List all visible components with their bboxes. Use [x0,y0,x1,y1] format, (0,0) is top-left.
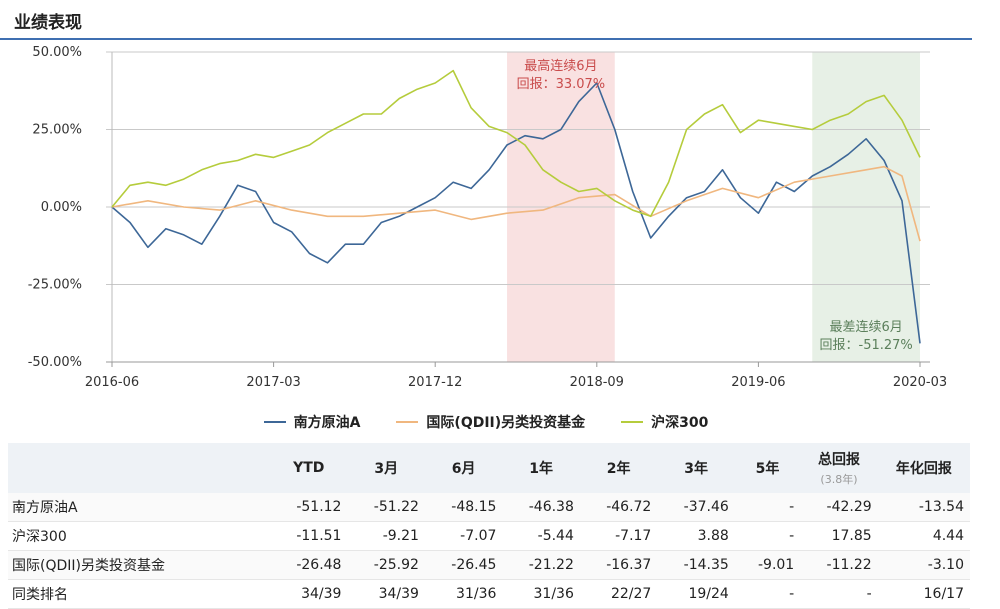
table-cell: -26.48 [270,550,348,580]
table-cell: -46.38 [502,493,580,522]
table-cell: -11.22 [800,550,878,580]
table-cell: -14.35 [657,550,735,580]
row-label: 国际(QDII)另类投资基金 [8,550,270,580]
table-row: 南方原油A -51.12 -51.22 -48.15 -46.38 -46.72 -37.4… [8,493,970,522]
y-tick-label: -50.00% [28,355,82,370]
chart-area: 50.00% 25.00% 0.00% -25.00% -50.00% 2016-06 20… [0,40,972,440]
performance-chart: 50.00% 25.00% 0.00% -25.00% -50.00%2016-06 20… [28,45,947,390]
legend: 南方原油A 国际(QDII)另类投资基金 沪深300 [0,410,972,434]
table-cell: -42.29 [800,493,878,522]
table-cell: -51.22 [347,493,425,522]
table-cell: -7.07 [424,521,503,551]
table-cell: -25.92 [347,550,425,580]
table-cell: -5.44 [502,521,580,551]
legend-item-category[interactable]: 国际(QDII)另类投资基金 [396,412,585,432]
table-header-row: YTD 3月 6月 1年 2年 3年 5年 总回报 (3.8年) 年化回报 [8,443,970,493]
panel-header: 业绩表现 [0,0,972,40]
table-cell: -9.21 [347,521,425,551]
x-tick-label: 2017-12 [408,375,462,390]
table-cell: -16.37 [579,550,658,580]
row-label: 同类排名 [8,579,270,609]
table-cell: -13.54 [877,493,970,522]
table-row: 同类排名 34/39 34/39 31/36 31/36 22/27 19/24- -16/1… [8,579,970,609]
table-cell: 22/27 [579,579,658,609]
panel-title: 业绩表现 [14,13,82,33]
row-label: 南方原油A [8,493,270,522]
table-cell: 31/36 [424,579,503,609]
table-header-annual: 年化回报 [877,443,970,493]
table-cell: 19/24 [657,579,735,609]
table-cell: -37.46 [657,493,735,522]
x-tick-label: 2016-06 [85,375,139,390]
x-tick-label: 2020-03 [893,375,947,390]
table-header-ytd: YTD [270,443,348,493]
performance-panel: 业绩表现 50.00% 25.00% 0.00% -25.00% -50.00% 2016… [0,0,972,609]
y-tick-label: 25.00% [32,123,82,138]
table-cell: - [734,579,801,609]
table-cell: -21.22 [502,550,580,580]
table-cell: 4.44 [877,521,970,551]
table-cell: - [800,579,878,609]
table-row: 沪深300 -11.51 -9.21 -7.07 -5.44 -7.17 3.88-17.8… [8,521,970,551]
x-tick-label: 2019-06 [731,375,785,390]
table-header-blank [8,443,270,493]
table-cell: 34/39 [347,579,425,609]
table-row: 国际(QDII)另类投资基金 -26.48 -25.92 -26.45 -21.22 -1… [8,550,970,580]
table-cell: - [734,493,801,522]
table-header-total-sub: (3.8年) [820,473,858,486]
table-body: 南方原油A -51.12 -51.22 -48.15 -46.38 -46.72 -37.4… [8,493,970,609]
table-header-6m: 6月 [424,443,503,493]
legend-label-fund: 南方原油A [293,415,361,431]
table-header-5y: 5年 [734,443,801,493]
table-cell: -48.15 [424,493,503,522]
table-cell: -3.10 [877,550,970,580]
table-cell: -11.51 [270,521,348,551]
series-line-1 [111,165,921,242]
legend-swatch-category [396,421,419,423]
y-tick-label: -25.00% [28,278,82,293]
legend-label-index: 沪深300 [651,415,709,431]
legend-swatch-fund [263,421,286,423]
returns-table: YTD 3月 6月 1年 2年 3年 5年 总回报 (3.8年) 年化回报 南方… [8,443,970,609]
table-cell: -9.01 [734,550,801,580]
annotation-label-worst: 最差连续6月 [829,319,902,335]
x-tick-label: 2018-09 [570,375,624,390]
annotation-value-worst: 回报：-51.27% [820,338,913,353]
table-cell: -51.12 [270,493,348,522]
table-cell: -7.17 [579,521,658,551]
annotation-label-best: 最高连续6月 [524,58,597,74]
table-cell: 34/39 [270,579,348,609]
table-header-1y: 1年 [502,443,580,493]
annotation-value-best: 回报：33.07% [517,77,606,92]
table-cell: 16/17 [877,579,970,609]
table-header-3m: 3月 [347,443,425,493]
table-cell: 31/36 [502,579,580,609]
table-cell: 17.85 [800,521,878,551]
table-cell: 3.88 [657,521,735,551]
legend-label-category: 国际(QDII)另类投资基金 [426,415,586,431]
legend-swatch-index [621,421,644,423]
table-cell: - [734,521,801,551]
table-header-2y: 2年 [579,443,658,493]
table-header-total: 总回报 (3.8年) [800,443,878,493]
x-tick-label: 2017-03 [246,375,300,390]
y-tick-label: 0.00% [41,200,82,215]
table-cell: -46.72 [579,493,658,522]
legend-item-index[interactable]: 沪深300 [621,412,708,432]
table-header-total-label: 总回报 [817,452,860,468]
table-header-3y: 3年 [657,443,735,493]
series-line-2 [111,69,921,218]
y-tick-label: 50.00% [32,45,82,60]
legend-item-fund[interactable]: 南方原油A [263,412,361,432]
table-cell: -26.45 [424,550,503,580]
row-label: 沪深300 [8,521,270,551]
